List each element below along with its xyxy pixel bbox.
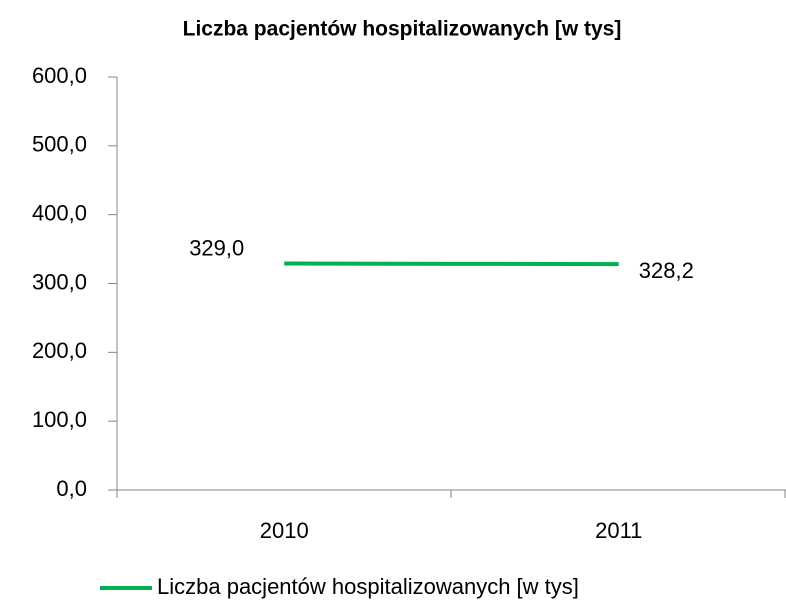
legend-label: Liczba pacjentów hospitalizowanych [w ty… bbox=[157, 574, 579, 599]
data-label: 328,2 bbox=[639, 258, 694, 283]
y-tick-label: 0,0 bbox=[56, 476, 87, 501]
data-line bbox=[284, 261, 619, 267]
y-tick-label: 100,0 bbox=[32, 407, 87, 432]
data-label: 329,0 bbox=[189, 235, 244, 260]
x-tick-label: 2011 bbox=[595, 518, 642, 543]
y-tick-label: 500,0 bbox=[32, 132, 87, 157]
x-tick-label: 2010 bbox=[260, 518, 309, 543]
y-tick-label: 200,0 bbox=[32, 338, 87, 363]
y-tick-label: 300,0 bbox=[32, 269, 87, 294]
y-tick-label: 400,0 bbox=[32, 200, 87, 225]
chart-title: Liczba pacjentów hospitalizowanych [w ty… bbox=[183, 18, 622, 41]
y-tick-label: 600,0 bbox=[32, 63, 87, 88]
